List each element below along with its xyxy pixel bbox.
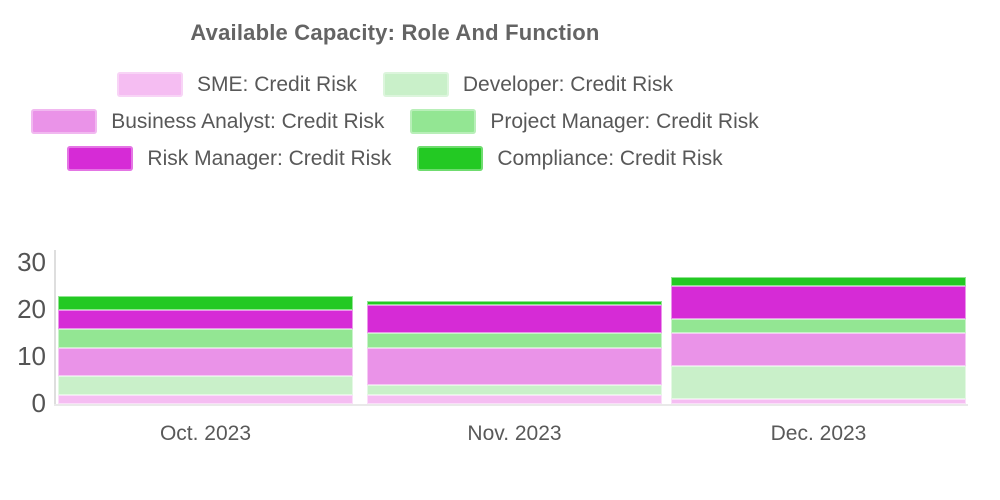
legend-swatch-icon xyxy=(382,72,449,97)
bar-segment[interactable] xyxy=(671,319,966,334)
legend-label: SME: Credit Risk xyxy=(197,72,357,96)
stacked-bar-dec-2023 xyxy=(671,277,966,404)
bar-segment[interactable] xyxy=(58,328,353,348)
legend-label: Risk Manager: Credit Risk xyxy=(147,146,392,170)
x-axis-tick-label: Nov. 2023 xyxy=(467,422,562,445)
bar-segment[interactable] xyxy=(58,347,353,376)
bar-segment[interactable] xyxy=(58,309,353,329)
legend-item[interactable]: Project Manager: Credit Risk xyxy=(410,109,759,134)
bar-segment[interactable] xyxy=(367,385,662,395)
y-axis-tick-label: 30 xyxy=(17,247,46,277)
bar-segment[interactable] xyxy=(58,375,353,395)
bar-segment[interactable] xyxy=(367,305,662,334)
stacked-bar-oct-2023 xyxy=(58,295,353,404)
legend-swatch-icon xyxy=(417,146,484,171)
legend-label: Project Manager: Credit Risk xyxy=(490,109,759,133)
bar-segment[interactable] xyxy=(58,394,353,404)
bar-segment[interactable] xyxy=(671,333,966,367)
legend-item[interactable]: Compliance: Credit Risk xyxy=(417,146,723,171)
bar-segment[interactable] xyxy=(367,347,662,386)
bar-segment[interactable] xyxy=(671,366,966,400)
y-axis-tick-label: 0 xyxy=(31,388,46,418)
y-axis-tick-label: 10 xyxy=(17,341,46,371)
legend-row: Business Analyst: Credit Risk Project Man… xyxy=(31,109,759,134)
chart-header: Available Capacity: Role And Function xyxy=(0,0,790,46)
legend-swatch-icon xyxy=(31,109,98,134)
legend-swatch-icon xyxy=(410,109,477,134)
bar-segment[interactable] xyxy=(671,277,966,287)
legend-label: Compliance: Credit Risk xyxy=(497,146,723,170)
legend-swatch-icon xyxy=(67,146,134,171)
legend-item[interactable]: Risk Manager: Credit Risk xyxy=(67,146,391,171)
x-axis-tick-label: Dec. 2023 xyxy=(770,422,867,445)
legend-row: Risk Manager: Credit Risk Compliance: Cre… xyxy=(67,146,723,171)
legend-item[interactable]: Developer: Credit Risk xyxy=(382,72,673,97)
legend-swatch-icon xyxy=(117,72,184,97)
bar-segment[interactable] xyxy=(671,286,966,320)
y-axis-tick-label: 20 xyxy=(17,294,46,324)
legend-item[interactable]: SME: Credit Risk xyxy=(117,72,357,97)
bar-segment[interactable] xyxy=(58,295,353,310)
legend-label: Developer: Credit Risk xyxy=(462,72,673,96)
chart-legend: SME: Credit Risk Developer: Credit Risk Bu… xyxy=(0,72,790,171)
x-axis-line xyxy=(54,404,968,406)
bar-segment[interactable] xyxy=(671,399,966,404)
chart-title: Available Capacity: Role And Function xyxy=(190,20,600,45)
bar-segment[interactable] xyxy=(367,300,662,306)
y-axis-line xyxy=(54,250,56,406)
legend-label: Business Analyst: Credit Risk xyxy=(111,109,385,133)
legend-item[interactable]: Business Analyst: Credit Risk xyxy=(31,109,384,134)
legend-row: SME: Credit Risk Developer: Credit Risk xyxy=(117,72,673,97)
stacked-bar-nov-2023 xyxy=(367,300,662,404)
x-axis-tick-label: Oct. 2023 xyxy=(159,422,252,445)
bar-segment[interactable] xyxy=(367,394,662,404)
bar-segment[interactable] xyxy=(367,333,662,348)
